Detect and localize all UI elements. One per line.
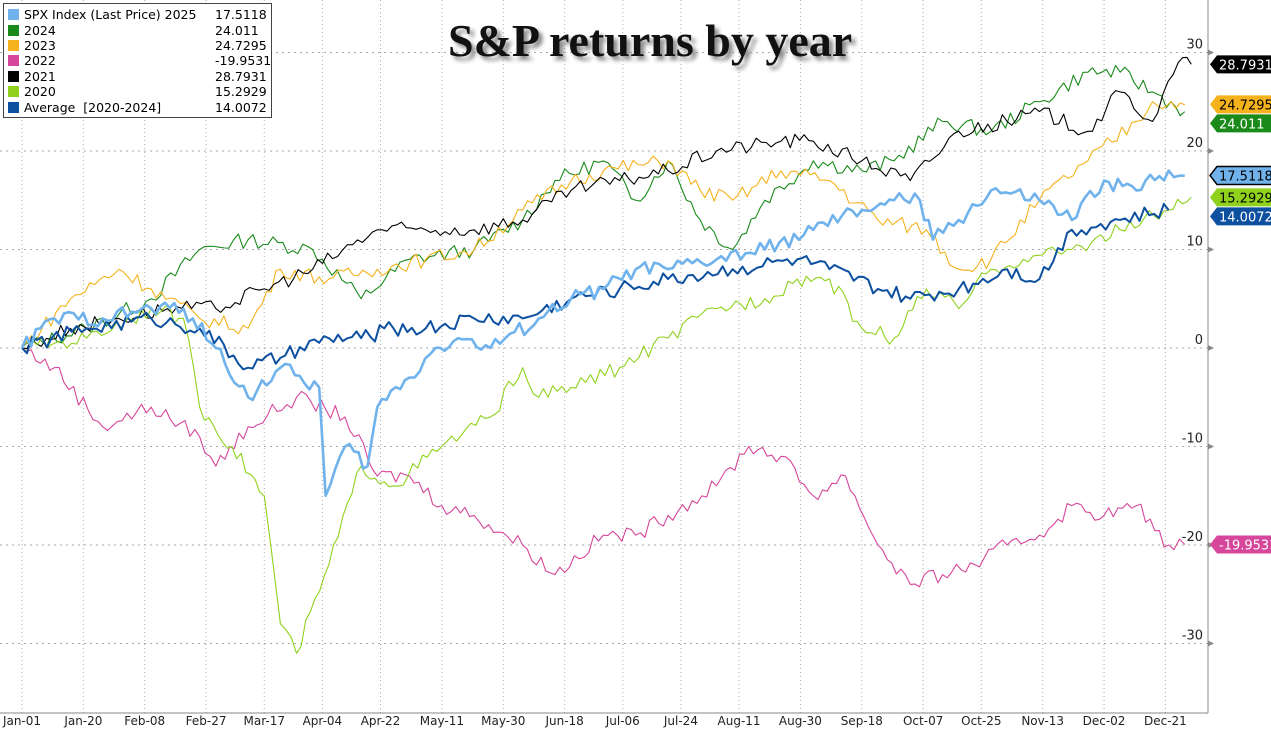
chart-title: S&P returns by year: [448, 15, 853, 66]
x-tick-label: Jul-24: [663, 714, 698, 728]
legend-value: 14.0072: [215, 99, 267, 115]
y-tick-mark: [1208, 345, 1214, 351]
value-tag-2021: 28.7931: [1210, 55, 1271, 74]
y-tick-label: 0: [1195, 333, 1203, 348]
legend-value: 24.011: [215, 22, 259, 38]
value-tag-label: 14.0072: [1219, 210, 1271, 225]
legend-label: SPX Index (Last Price) 2025: [24, 7, 197, 23]
x-tick-label: Dec-02: [1083, 714, 1126, 728]
y-tick-label: 10: [1186, 235, 1203, 250]
legend-swatch: [8, 39, 19, 51]
value-tag-label: 28.7931: [1219, 58, 1271, 73]
value-tag-shape: [1210, 95, 1271, 114]
value-tag-2024: 24.011: [1210, 114, 1271, 132]
x-tick-label: Jun-18: [544, 714, 583, 728]
legend-value: 17.5118: [215, 7, 267, 23]
series-line-2023: [21, 101, 1185, 349]
x-tick-label: Jan-01: [2, 714, 41, 728]
series-line-average: [21, 202, 1170, 371]
value-tag-shape: [1210, 207, 1271, 226]
legend-entry: SPX Index (Last Price) 2025 17.5118: [8, 7, 271, 22]
value-tag-shape: [1210, 114, 1271, 133]
legend-entry: 2024 24.011: [8, 22, 271, 38]
legend-entry: Average [2020-2024] 14.0072: [8, 99, 271, 115]
x-tick-label: May-11: [420, 714, 464, 728]
y-tick-label: -10: [1182, 432, 1203, 447]
x-tick-label: Oct-25: [961, 714, 1001, 728]
y-tick-mark: [1208, 443, 1214, 450]
legend-label: 2021: [24, 68, 56, 84]
series-line-2021: [21, 56, 1192, 350]
value-tag-spx-2025: 17.5118: [1209, 165, 1271, 186]
legend-label: 2020: [24, 84, 56, 100]
legend-value: -19.9531: [215, 53, 272, 69]
x-tick-label: Mar-17: [244, 714, 285, 728]
series-line-spx-2025: [20, 169, 1185, 498]
value-tag-label: 24.7295: [1219, 98, 1271, 113]
value-tag-2020: 15.2929: [1210, 188, 1271, 207]
legend-entry: 2021 28.7931: [8, 69, 271, 84]
y-tick-mark: [1208, 49, 1214, 56]
legend-swatch: [8, 86, 19, 98]
legend-swatch: [8, 70, 19, 82]
value-tag-label: 24.011: [1219, 117, 1265, 132]
x-tick-label: Feb-27: [186, 714, 227, 728]
legend-swatch: [8, 9, 19, 21]
x-tick-label: Aug-11: [718, 714, 761, 728]
legend-value: 28.7931: [215, 68, 267, 84]
x-tick-label: Jul-06: [605, 714, 640, 728]
x-tick-label: Nov-13: [1021, 714, 1064, 728]
x-tick-label: Feb-08: [124, 714, 165, 728]
x-tick-label: Oct-07: [903, 714, 943, 728]
y-tick-label: -20: [1182, 530, 1203, 545]
legend-value: 15.2929: [215, 84, 267, 100]
legend-swatch: [8, 55, 19, 67]
x-tick-label: Aug-30: [779, 714, 822, 728]
y-tick-label: 30: [1186, 38, 1203, 53]
y-tick-mark: [1208, 640, 1214, 647]
x-tick-label: Dec-21: [1144, 714, 1187, 728]
x-tick-label: Apr-04: [303, 714, 343, 728]
value-tag-2023: 24.7295: [1210, 95, 1271, 113]
y-tick-label: -30: [1182, 629, 1203, 644]
series-line-2020: [21, 196, 1192, 654]
legend-label: 2022: [24, 53, 56, 69]
legend-label: 2023: [24, 37, 56, 53]
series-line-2024: [21, 64, 1186, 349]
legend-value: 24.7295: [215, 37, 267, 53]
legend-label: Average [2020-2024]: [24, 99, 162, 115]
value-tag-shape: [1210, 535, 1271, 554]
x-tick-label: Jan-20: [63, 714, 102, 728]
value-tag-label: 17.5118: [1219, 170, 1271, 185]
x-tick-label: Sep-18: [841, 714, 883, 728]
series-line-2022: [21, 347, 1186, 588]
y-tick-mark: [1208, 246, 1214, 253]
legend: SPX Index (Last Price) 2025 17.5118 2024 24…: [3, 3, 272, 118]
value-tag-average: 14.0072: [1210, 207, 1271, 226]
value-tag-shape: [1209, 165, 1271, 186]
value-tag-label: -19.9531: [1219, 539, 1271, 554]
legend-label: 2024: [24, 22, 56, 38]
value-tag-2022: -19.9531: [1210, 535, 1271, 554]
legend-swatch: [8, 101, 19, 113]
y-tick-mark: [1208, 148, 1214, 154]
y-tick-label: 20: [1186, 136, 1203, 151]
value-tag-label: 15.2929: [1219, 191, 1271, 206]
value-tag-shape: [1210, 188, 1271, 207]
legend-swatch: [8, 24, 19, 36]
value-tag-shape: [1210, 55, 1271, 74]
x-tick-label: May-30: [481, 714, 525, 728]
legend-entry: 2022 -19.9531: [8, 53, 271, 68]
legend-entry: 2023 24.7295: [8, 38, 271, 53]
x-tick-label: Apr-22: [361, 714, 401, 728]
legend-entry: 2020 15.2929: [8, 84, 271, 99]
